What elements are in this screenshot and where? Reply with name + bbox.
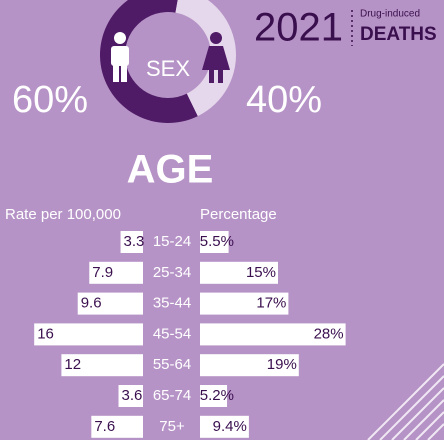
value-label: 7.9 <box>92 264 113 281</box>
bar <box>77 292 143 315</box>
value-label: 3.6 <box>122 387 143 404</box>
icon-part <box>209 68 214 83</box>
icon-part <box>111 46 129 66</box>
value-label: 9.4% <box>213 418 247 435</box>
bar <box>118 385 143 407</box>
bar <box>200 231 229 253</box>
legend-entry: Rate per 100,000 <box>5 206 121 223</box>
year: 2021 <box>254 6 343 50</box>
icon-part <box>121 64 127 82</box>
pie-title: SEX <box>146 56 190 81</box>
bar <box>200 261 278 284</box>
icon-part <box>113 64 119 82</box>
value-label: 40% <box>246 79 322 121</box>
bar <box>89 261 143 284</box>
bar <box>200 292 289 315</box>
value-label: 28% <box>314 325 344 342</box>
bar <box>91 415 143 438</box>
category-label: 25-34 <box>153 264 191 281</box>
bar <box>120 231 143 253</box>
subtitle: DEATHS <box>360 24 437 45</box>
icon-part <box>218 68 223 83</box>
value-label: 16 <box>37 325 54 342</box>
subtitle: Drug-induced <box>360 9 420 20</box>
category-label: 35-44 <box>153 295 191 312</box>
value-label: 3.3 <box>124 233 145 250</box>
icon-part <box>114 32 126 44</box>
value-label: 5.2% <box>200 387 234 404</box>
legend-entry: Percentage <box>200 206 277 223</box>
category-label: 55-64 <box>153 356 191 373</box>
value-label: 9.6 <box>81 295 102 312</box>
value-label: 5.5% <box>200 233 234 250</box>
icon-part <box>210 32 222 44</box>
bar <box>200 323 346 346</box>
pie-slice <box>175 0 236 117</box>
bar <box>200 354 299 377</box>
value-label: 15% <box>246 264 276 281</box>
bar <box>200 415 249 438</box>
value-label: 12 <box>64 356 81 373</box>
category-label: 15-24 <box>153 233 191 250</box>
icon-part <box>202 46 230 70</box>
male-icon <box>111 32 129 82</box>
category-label: 65-74 <box>153 387 191 404</box>
bar <box>61 354 143 377</box>
value-label: 17% <box>256 295 286 312</box>
chart-title: AGE <box>127 148 214 192</box>
value-label: 7.6 <box>94 418 115 435</box>
bar <box>34 323 144 346</box>
bar <box>200 385 228 407</box>
value-label: 60% <box>12 79 88 121</box>
value-label: 19% <box>267 356 297 373</box>
female-icon <box>202 32 230 83</box>
category-label: 75+ <box>159 418 185 435</box>
decoration <box>367 363 444 440</box>
category-label: 45-54 <box>153 325 191 342</box>
pie-slice <box>100 0 198 123</box>
